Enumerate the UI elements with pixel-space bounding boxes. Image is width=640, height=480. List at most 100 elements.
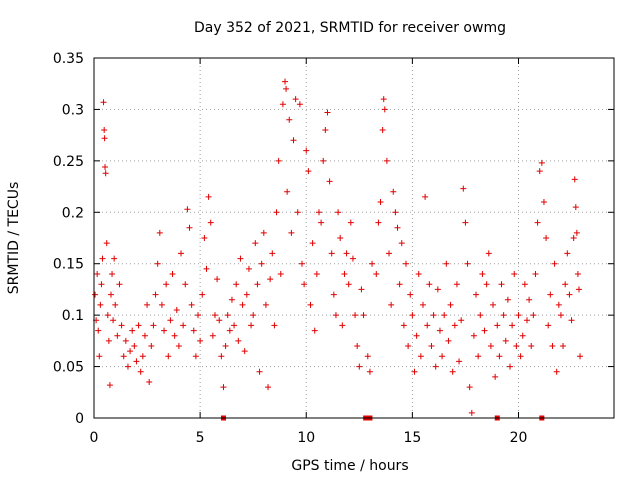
data-point: [226, 327, 233, 334]
data-point: [390, 188, 397, 195]
data-point: [220, 384, 227, 391]
data-point: [186, 224, 193, 231]
data-point: [354, 343, 361, 349]
data-point: [403, 260, 409, 267]
data-point: [173, 307, 180, 313]
data-point: [248, 322, 255, 329]
data-point: [400, 322, 407, 329]
data-point: [490, 301, 497, 308]
data-point: [96, 353, 103, 360]
data-point: [413, 332, 420, 339]
data-point: [487, 343, 494, 349]
data-point: [445, 337, 452, 344]
data-point: [373, 271, 380, 277]
data-point: [426, 281, 433, 288]
data-point: [120, 353, 127, 360]
data-point: [545, 322, 552, 329]
data-point: [116, 281, 123, 288]
data-point: [105, 337, 112, 344]
data-point: [523, 317, 530, 324]
data-point: [92, 291, 99, 298]
data-point: [564, 250, 571, 257]
data-point: [277, 271, 284, 277]
data-point: [424, 322, 431, 329]
data-point: [110, 317, 117, 324]
data-point: [509, 322, 516, 329]
data-point: [417, 353, 424, 360]
data-point: [313, 271, 320, 277]
data-point: [562, 281, 569, 288]
data-point: [464, 260, 471, 267]
data-point: [245, 265, 252, 272]
data-point: [566, 291, 573, 298]
data-point: [131, 343, 138, 349]
data-point: [549, 343, 556, 349]
data-point: [551, 260, 558, 267]
data-point: [101, 127, 108, 133]
data-point: [144, 301, 151, 308]
data-point: [536, 168, 543, 175]
data-point: [275, 157, 282, 164]
data-point: [184, 206, 191, 213]
data-point: [99, 255, 106, 262]
data-point: [526, 296, 533, 303]
data-point: [409, 312, 416, 319]
data-point: [286, 116, 293, 123]
data-point: [343, 250, 350, 257]
data-point: [436, 327, 443, 334]
data-point: [94, 271, 101, 277]
data-point: [441, 312, 448, 319]
x-axis-label: GPS time / hours: [291, 458, 408, 474]
data-point: [211, 312, 218, 319]
data-point: [468, 409, 475, 416]
data-point: [494, 322, 501, 329]
data-point: [252, 240, 259, 247]
data-point: [129, 327, 136, 334]
data-point: [375, 219, 382, 226]
data-point: [515, 312, 522, 319]
data-point: [97, 301, 104, 308]
data-point: [102, 164, 109, 171]
data-point: [555, 301, 562, 308]
data-point: [137, 368, 144, 375]
data-point: [407, 291, 414, 298]
y-tick-label: 0.25: [53, 154, 84, 170]
data-point: [224, 312, 231, 319]
data-point: [349, 255, 356, 262]
data-point: [500, 312, 507, 319]
data-point: [154, 260, 161, 267]
data-point: [139, 353, 146, 360]
data-point: [282, 78, 289, 85]
data-point: [307, 301, 314, 308]
data-point: [178, 250, 185, 257]
data-point: [557, 312, 564, 319]
data-point: [205, 193, 212, 200]
data-point: [502, 337, 509, 344]
data-point: [192, 353, 199, 360]
data-point: [328, 250, 335, 257]
data-point: [309, 240, 316, 247]
data-point: [439, 353, 446, 360]
data-point: [538, 159, 545, 166]
data-point: [195, 312, 201, 319]
data-point: [243, 291, 250, 298]
y-tick-label: 0: [75, 411, 84, 427]
data-point: [301, 281, 308, 288]
data-point: [158, 301, 165, 308]
data-point: [419, 301, 426, 308]
data-point: [341, 271, 348, 277]
data-point: [498, 281, 505, 288]
data-point: [451, 322, 458, 329]
data-point: [124, 363, 131, 370]
data-point: [477, 312, 484, 319]
data-point: [258, 260, 265, 267]
data-point: [133, 358, 140, 365]
data-point: [422, 193, 429, 200]
data-point: [156, 229, 163, 236]
data-point: [383, 157, 390, 164]
data-point: [388, 301, 395, 308]
data-point: [235, 337, 242, 344]
data-point: [570, 235, 577, 241]
x-tick-label: 0: [90, 430, 99, 446]
